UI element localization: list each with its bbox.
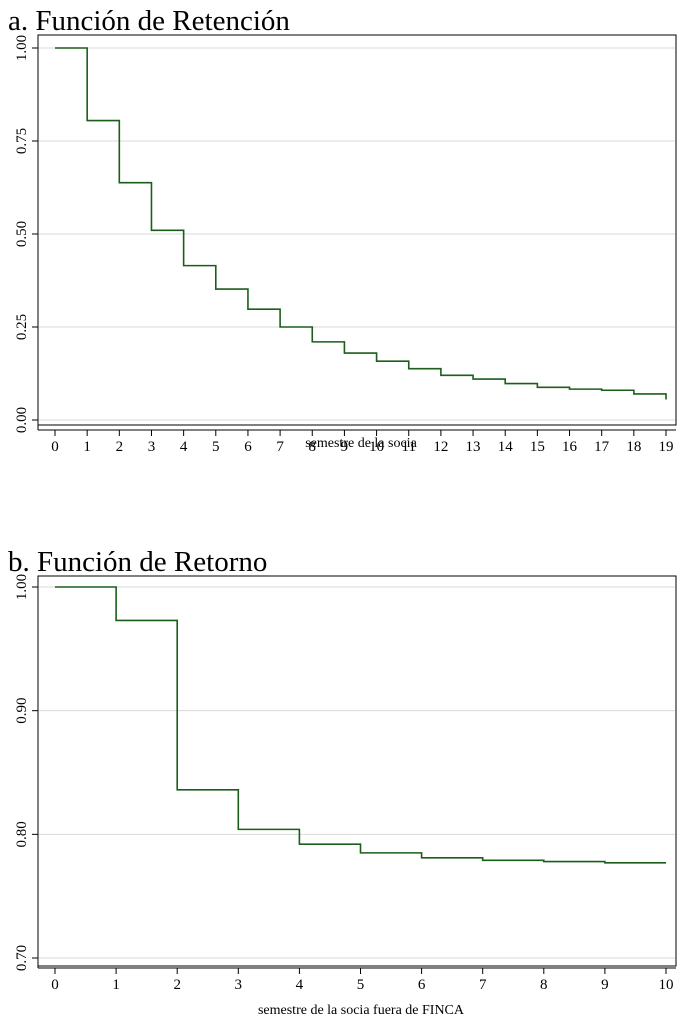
x-tick-label: 0 <box>51 977 59 993</box>
x-tick-label: 1 <box>112 977 120 993</box>
x-tick-label: 4 <box>180 439 188 455</box>
x-tick-label: 13 <box>466 439 481 455</box>
x-tick-label: 0 <box>51 439 59 455</box>
chart-b-y-axis: 0.70 0.80 0.90 1.00 <box>14 574 39 971</box>
x-tick-label: 10 <box>659 977 674 993</box>
chart-a-title: a. Función de Retención <box>8 5 290 37</box>
x-tick-label: 2 <box>173 977 181 993</box>
y-tick-label: 0.00 <box>14 407 30 433</box>
y-tick-label: 0.75 <box>14 128 30 154</box>
chart-b-x-axis-label: semestre de la socia fuera de FINCA <box>258 1003 465 1018</box>
x-tick-label: 4 <box>296 977 304 993</box>
x-tick-label: 7 <box>276 439 284 455</box>
y-tick-label: 0.70 <box>14 945 30 971</box>
x-tick-label: 12 <box>433 439 448 455</box>
x-tick-label: 17 <box>594 439 610 455</box>
chart-retention: a. Función de Retención 0.00 0.25 0.50 0.75… <box>8 5 677 455</box>
chart-a-x-axis: 0 1 2 3 4 5 6 7 8 9 10 11 12 13 14 15 16 17 18 19 <box>38 429 676 455</box>
y-tick-label: 0.25 <box>14 314 30 340</box>
x-tick-label: 1 <box>83 439 91 455</box>
chart-a-series-line <box>55 47 667 400</box>
x-tick-label: 8 <box>540 977 548 993</box>
x-tick-label: 9 <box>601 977 609 993</box>
y-tick-label: 1.00 <box>14 574 30 600</box>
chart-a-grid <box>39 47 675 421</box>
y-tick-label: 0.90 <box>14 698 30 724</box>
y-tick-label: 0.50 <box>14 221 30 247</box>
x-tick-label: 5 <box>212 439 220 455</box>
x-tick-label: 16 <box>562 439 578 455</box>
x-tick-label: 11 <box>402 439 416 455</box>
x-tick-label: 6 <box>244 439 252 455</box>
chart-a-y-axis: 0.00 0.25 0.50 0.75 1.00 <box>14 35 39 433</box>
x-tick-label: 5 <box>357 977 365 993</box>
x-tick-label: 9 <box>341 439 349 455</box>
x-tick-label: 10 <box>369 439 384 455</box>
chart-a-plot-frame <box>37 34 677 426</box>
x-tick-label: 3 <box>235 977 243 993</box>
x-tick-label: 8 <box>309 439 317 455</box>
x-tick-label: 2 <box>116 439 124 455</box>
x-tick-label: 3 <box>148 439 156 455</box>
chart-b-x-axis: 0 1 2 3 4 5 6 7 8 9 10 <box>38 967 676 993</box>
x-tick-label: 19 <box>659 439 674 455</box>
y-tick-label: 0.80 <box>14 821 30 847</box>
chart-b-series-line <box>55 586 666 864</box>
x-tick-label: 7 <box>479 977 487 993</box>
chart-b-title: b. Función de Retorno <box>8 546 267 578</box>
chart-b-plot-frame <box>37 575 677 967</box>
x-tick-label: 18 <box>626 439 641 455</box>
y-tick-label: 1.00 <box>14 35 30 61</box>
chart-b-grid <box>39 586 675 959</box>
chart-a-x-axis-label: semestre de la socia <box>305 436 417 451</box>
x-tick-label: 6 <box>418 977 426 993</box>
x-tick-label: 14 <box>498 439 514 455</box>
x-tick-label: 15 <box>530 439 545 455</box>
chart-return: b. Función de Retorno 0.70 0.80 0.90 1.00 0… <box>8 546 677 1018</box>
